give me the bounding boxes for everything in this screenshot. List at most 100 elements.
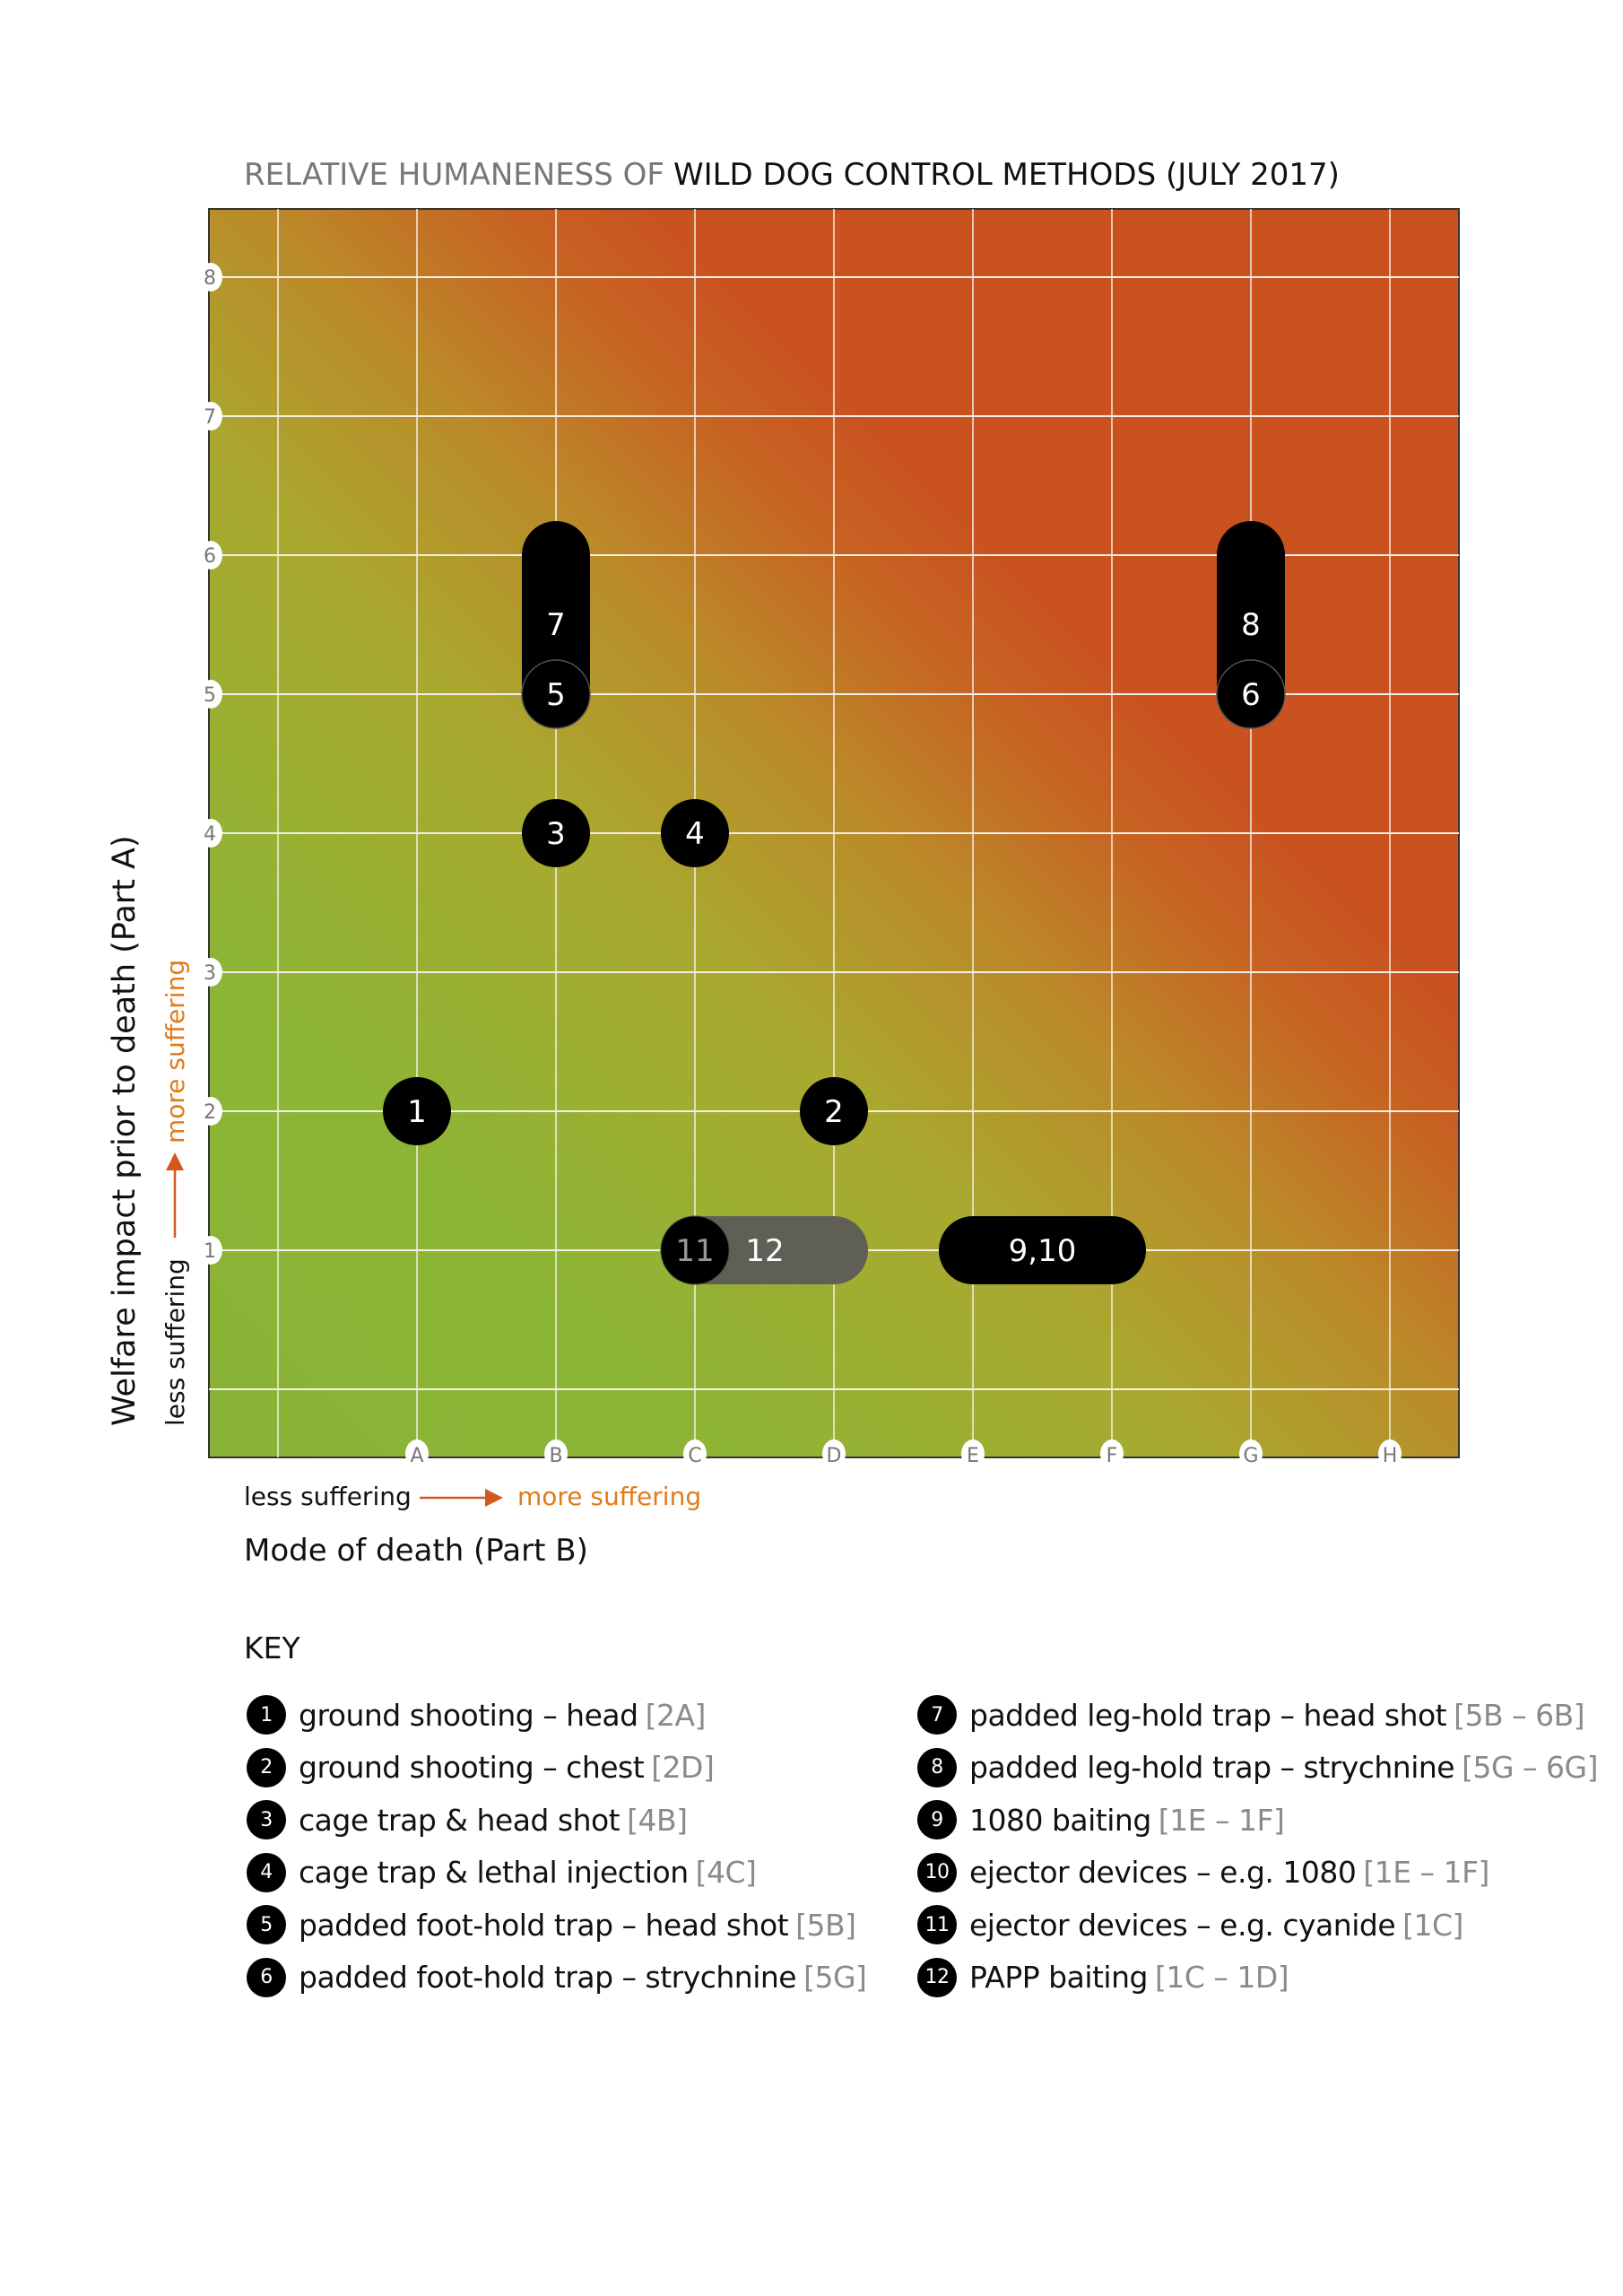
y-tick-badge xyxy=(199,263,222,291)
key-number-badge: 6 xyxy=(247,1957,286,1997)
marker-8: 68 xyxy=(1216,521,1286,729)
key-item: 1 ground shooting – head [2A] xyxy=(247,1695,706,1735)
y-tick-badge xyxy=(199,541,222,570)
key-ref: [1E – 1F] xyxy=(1363,1855,1489,1890)
x-tick-badge xyxy=(544,1439,568,1468)
key-number-badge: 10 xyxy=(917,1852,957,1892)
key-ref: [1E – 1F] xyxy=(1158,1802,1285,1838)
key-text: padded foot-hold trap – strychnine xyxy=(299,1960,797,1995)
key-ref: [5G] xyxy=(803,1960,867,1995)
x-tick-badge xyxy=(683,1439,707,1468)
x-tick-label: C xyxy=(688,1445,701,1467)
chart-title: RELATIVE HUMANENESS OF WILD DOG CONTROL M… xyxy=(244,157,1340,193)
marker-shape xyxy=(383,1077,451,1145)
marker-sub-label: 11 xyxy=(675,1233,714,1269)
x-low-label: less suffering xyxy=(244,1482,412,1511)
marker-7: 57 xyxy=(521,521,591,729)
x-tick-label: G xyxy=(1243,1445,1258,1467)
marker-sub-label: 6 xyxy=(1241,677,1261,713)
marker-label: 1 xyxy=(407,1094,427,1130)
key-number-badge: 12 xyxy=(917,1957,957,1997)
marker-shape xyxy=(800,1077,868,1145)
key-ref: [4C] xyxy=(695,1855,757,1890)
y-tick-label: 5 xyxy=(204,684,216,707)
key-text: cage trap & lethal injection xyxy=(299,1855,689,1890)
y-tick-badge xyxy=(199,680,222,709)
key-number-badge: 4 xyxy=(247,1852,286,1892)
marker-label: 4 xyxy=(685,816,705,852)
key-item: 6 padded foot-hold trap – strychnine [5G] xyxy=(247,1957,867,1997)
marker-3: 3 xyxy=(522,799,590,867)
key-text: ground shooting – chest xyxy=(299,1750,645,1785)
x-tick-label: D xyxy=(827,1445,842,1467)
key-number-badge: 9 xyxy=(917,1800,957,1839)
key-number-badge: 1 xyxy=(247,1695,286,1735)
markers: 1 2 3 4 57 68 11 12 9,10 xyxy=(383,521,1286,1285)
marker-2: 2 xyxy=(800,1077,868,1145)
x-tick-label: B xyxy=(549,1445,562,1467)
key-item: 3 cage trap & head shot [4B] xyxy=(247,1800,688,1839)
key-item: 9 1080 baiting [1E – 1F] xyxy=(917,1800,1285,1839)
y-tick-label: 4 xyxy=(204,823,216,846)
marker-shape xyxy=(522,799,590,867)
marker-4: 4 xyxy=(661,799,729,867)
key-ref: [5B – 6B] xyxy=(1454,1697,1585,1733)
key-number-badge: 11 xyxy=(917,1905,957,1944)
key-text: ejector devices – e.g. cyanide xyxy=(969,1907,1396,1943)
x-tick-badge xyxy=(822,1439,846,1468)
key-text: padded foot-hold trap – head shot xyxy=(299,1907,789,1943)
x-tick-badge xyxy=(1378,1439,1402,1468)
marker-shape xyxy=(661,799,729,867)
key-ref: [2A] xyxy=(645,1697,707,1733)
marker-label: 3 xyxy=(546,816,566,852)
marker-sub-circle xyxy=(1216,659,1286,729)
marker-label: 9,10 xyxy=(1009,1233,1077,1269)
key-item: 8 padded leg-hold trap – strychnine [5G – … xyxy=(917,1747,1598,1787)
marker-label: 7 xyxy=(546,607,566,643)
key-text: padded leg-hold trap – strychnine xyxy=(969,1750,1455,1785)
marker-label: 2 xyxy=(824,1094,844,1130)
key-item: 7 padded leg-hold trap – head shot [5B – 6… xyxy=(917,1695,1585,1735)
y-tick-badge xyxy=(199,1236,222,1265)
key-number-badge: 5 xyxy=(247,1905,286,1944)
key-number-badge: 8 xyxy=(917,1747,957,1787)
x-tick-label: A xyxy=(410,1445,423,1467)
x-axis-label: Mode of death (Part B) xyxy=(244,1533,588,1569)
key-title: KEY xyxy=(244,1631,300,1665)
x-tick-label: H xyxy=(1383,1445,1398,1467)
y-tick-label: 1 xyxy=(204,1240,216,1263)
y-low-label: less suffering xyxy=(161,1258,190,1426)
x-tick-badge xyxy=(405,1439,429,1468)
marker-12: 11 12 xyxy=(660,1215,868,1285)
y-tick-label: 3 xyxy=(204,962,216,985)
humaneness-chart: RELATIVE HUMANENESS OF WILD DOG CONTROL M… xyxy=(107,157,1460,1569)
key-ref: [2D] xyxy=(651,1750,715,1785)
marker-sub-circle xyxy=(660,1215,730,1285)
marker-shape xyxy=(939,1216,1146,1284)
key-text: ejector devices – e.g. 1080 xyxy=(969,1855,1357,1890)
y-tick-label: 2 xyxy=(204,1101,216,1124)
y-axis-label: Welfare impact prior to death (Part A) xyxy=(107,835,143,1426)
key-ref: [1C – 1D] xyxy=(1154,1960,1289,1995)
y-tick-badge xyxy=(199,402,222,430)
key-number-badge: 2 xyxy=(247,1747,286,1787)
key-item: 11 ejector devices – e.g. cyanide [1C] xyxy=(917,1905,1463,1944)
key-number-badge: 7 xyxy=(917,1695,957,1735)
x-tick-label: F xyxy=(1107,1445,1118,1467)
y-tick-badge xyxy=(199,819,222,848)
key-ref: [4B] xyxy=(627,1802,688,1838)
key-item: 4 cage trap & lethal injection [4C] xyxy=(247,1852,757,1892)
key-ref: [5G – 6G] xyxy=(1462,1750,1598,1785)
x-tick-badge xyxy=(1100,1439,1124,1468)
key-text: PAPP baiting xyxy=(969,1960,1148,1995)
x-high-label: more suffering xyxy=(517,1482,701,1511)
key-text: padded leg-hold trap – head shot xyxy=(969,1697,1447,1733)
key-text: 1080 baiting xyxy=(969,1802,1151,1838)
key-item: 5 padded foot-hold trap – head shot [5B] xyxy=(247,1905,856,1944)
key-item: 2 ground shooting – chest [2D] xyxy=(247,1747,715,1787)
x-tick-label: E xyxy=(967,1445,979,1467)
marker-1: 1 xyxy=(383,1077,451,1145)
marker-sub-circle xyxy=(521,659,591,729)
key-number-badge: 3 xyxy=(247,1800,286,1839)
